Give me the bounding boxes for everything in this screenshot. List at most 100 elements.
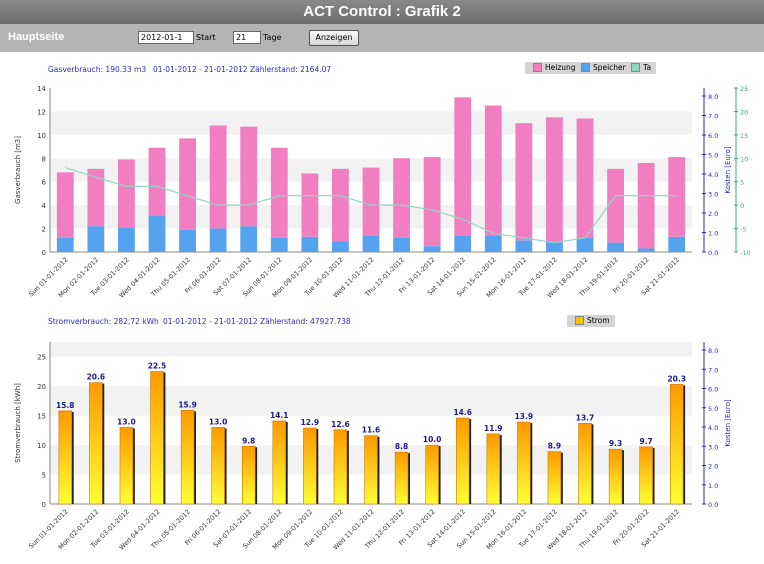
bar-storage — [179, 229, 196, 252]
y2-tick-label: 1.0 — [708, 230, 718, 238]
bar-heating — [546, 117, 563, 242]
bar-storage — [576, 237, 594, 252]
storage-swatch — [580, 63, 590, 72]
y-tick-label: 15 — [37, 413, 46, 421]
bar-value-label: 13.7 — [576, 413, 595, 422]
bar-power — [241, 445, 256, 505]
bar-storage — [270, 237, 288, 252]
y2-tick-label: 5.0 — [708, 405, 718, 413]
bar-heating — [668, 157, 686, 237]
bar-heating — [270, 147, 288, 238]
y-axis-label: Stromverbrauch [kWh] — [14, 383, 22, 463]
bar-power — [333, 429, 348, 505]
bar-storage — [56, 237, 74, 252]
grid-band — [50, 111, 692, 135]
bar-value-label: 22.5 — [148, 361, 167, 370]
bar-storage — [301, 236, 319, 252]
y2-tick-label: 2.0 — [708, 210, 718, 218]
bar-value-label: 8.9 — [548, 442, 561, 451]
bar-power — [58, 410, 73, 505]
bar-value-label: 15.8 — [56, 401, 75, 410]
y2-tick-label: 7.0 — [708, 366, 718, 374]
y-tick-label: 25 — [37, 354, 46, 362]
bar-storage — [607, 242, 624, 252]
bar-heating — [56, 172, 74, 238]
bar-value-label: 10.0 — [423, 435, 442, 444]
bar-value-label: 14.6 — [453, 408, 472, 417]
y3-tick-label: 20 — [740, 108, 748, 116]
bar-value-label: 12.9 — [301, 418, 320, 427]
bar-value-label: 11.6 — [362, 426, 381, 435]
bar-heating — [240, 126, 258, 227]
bar-value-label: 15.9 — [178, 400, 197, 409]
y-tick-label: 6 — [42, 179, 47, 187]
bar-storage — [546, 241, 563, 252]
bar-value-label: 13.9 — [515, 412, 534, 421]
bar-value-label: 13.0 — [117, 417, 136, 426]
y-tick-label: 4 — [42, 202, 47, 210]
legend-heating: Heizung — [545, 63, 576, 72]
bar-power — [669, 384, 684, 505]
gas-info-consumption: Gasverbrauch: 190.33 m3 — [48, 65, 147, 74]
y2-tick-label: 4.0 — [708, 171, 718, 179]
y2-tick-label: 0.0 — [708, 249, 718, 257]
bar-heating — [576, 118, 594, 238]
y3-tick-label: -5 — [740, 226, 746, 234]
bar-heating — [423, 157, 441, 247]
legend-ta: Ta — [643, 63, 652, 72]
power-info-range: 01-01-2012 - 21-01-2012 — [163, 317, 258, 326]
power-info-consumption: Stromverbrauch: 282,72 kWh — [48, 317, 159, 326]
y2-axis-label: Kosten [Euro] — [724, 146, 732, 193]
grid-band — [50, 386, 692, 416]
ta-swatch — [631, 63, 641, 72]
power-legend: Strom — [567, 315, 615, 327]
bar-storage — [362, 235, 380, 252]
bar-power — [89, 382, 103, 505]
y2-tick-label: 5.0 — [708, 152, 718, 160]
y2-tick-label: 0.0 — [708, 501, 718, 509]
bar-value-label: 13.0 — [209, 417, 228, 426]
line-ta — [65, 167, 677, 244]
show-button[interactable]: Anzeigen — [309, 30, 359, 46]
bar-storage — [454, 235, 472, 252]
start-date-input[interactable] — [138, 31, 194, 44]
bar-storage — [393, 237, 410, 252]
y-tick-label: 0 — [42, 501, 46, 509]
bar-value-label: 12.6 — [331, 420, 350, 429]
bar-value-label: 20.6 — [87, 373, 106, 382]
y-tick-label: 10 — [37, 442, 46, 450]
y2-tick-label: 6.0 — [708, 132, 718, 140]
y-axis-label: Gasverbrauch [m3] — [14, 136, 22, 204]
bar-storage — [668, 236, 686, 252]
power-swatch — [575, 316, 584, 325]
bar-heating — [637, 162, 655, 249]
bar-power — [211, 427, 225, 505]
bar-storage — [240, 226, 258, 252]
y-tick-label: 2 — [42, 226, 46, 234]
gas-info-range: 01-01-2012 - 21-01-2012 — [153, 65, 248, 74]
bar-heating — [515, 123, 533, 241]
y3-tick-label: 15 — [740, 132, 748, 140]
y-tick-label: 8 — [42, 155, 46, 163]
bar-power — [455, 417, 470, 505]
bar-storage — [87, 226, 105, 252]
bar-storage — [148, 215, 166, 252]
start-label: Start — [196, 33, 216, 42]
bar-heating — [179, 138, 196, 230]
legend-storage: Speicher — [592, 63, 626, 72]
gas-chart: 0 2 4 6 8 10 12 14 Gasverbrauch [m3] 0.0 1.0 2.0 3.0… — [14, 85, 751, 300]
days-input[interactable] — [233, 31, 261, 44]
bar-storage — [118, 227, 135, 252]
heating-swatch — [533, 63, 542, 72]
bar-value-label: 20.3 — [667, 374, 686, 383]
legend-power: Strom — [587, 316, 610, 325]
bar-power — [425, 444, 439, 505]
home-link[interactable]: Hauptseite — [8, 31, 65, 43]
bar-storage — [484, 235, 502, 252]
gas-info-meter: Zählerstand: 2164.07 — [250, 65, 332, 74]
bar-power — [394, 451, 409, 505]
y-tick-label: 10 — [37, 132, 46, 140]
bar-power — [517, 421, 531, 505]
y3-tick-label: 5 — [740, 179, 744, 187]
bar-power — [578, 422, 592, 505]
